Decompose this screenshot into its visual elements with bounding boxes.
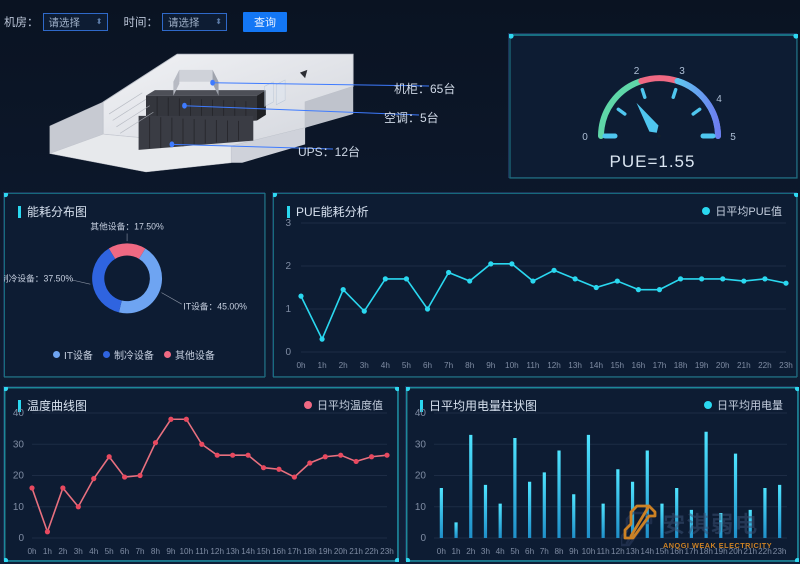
svg-text:12h: 12h bbox=[210, 547, 224, 556]
svg-text:0h: 0h bbox=[27, 547, 37, 556]
svg-text:17h: 17h bbox=[288, 547, 302, 556]
svg-text:制冷设备：37.50%: 制冷设备：37.50% bbox=[4, 272, 73, 283]
svg-text:15h: 15h bbox=[257, 547, 271, 556]
svg-text:12h: 12h bbox=[547, 361, 561, 370]
svg-text:5: 5 bbox=[730, 132, 736, 143]
svg-text:8h: 8h bbox=[151, 547, 161, 556]
svg-text:20h: 20h bbox=[716, 361, 730, 370]
svg-text:7h: 7h bbox=[444, 361, 454, 370]
svg-text:16h: 16h bbox=[632, 361, 646, 370]
svg-text:0: 0 bbox=[18, 533, 24, 544]
svg-text:安淇弱电: 安淇弱电 bbox=[663, 512, 759, 537]
svg-text:2: 2 bbox=[285, 261, 291, 272]
svg-text:22h: 22h bbox=[758, 361, 772, 370]
svg-text:16h: 16h bbox=[272, 547, 286, 556]
svg-text:4h: 4h bbox=[89, 547, 99, 556]
svg-text:5h: 5h bbox=[510, 547, 520, 556]
svg-text:30: 30 bbox=[415, 439, 427, 450]
svg-text:2h: 2h bbox=[58, 547, 68, 556]
svg-text:20h: 20h bbox=[334, 547, 348, 556]
svg-text:ANQGI WEAK ELECTRICITY: ANQGI WEAK ELECTRICITY bbox=[663, 541, 772, 550]
svg-text:19h: 19h bbox=[695, 361, 709, 370]
svg-text:1: 1 bbox=[285, 304, 291, 315]
svg-text:0h: 0h bbox=[437, 547, 447, 556]
svg-text:2: 2 bbox=[634, 66, 640, 77]
svg-text:40: 40 bbox=[415, 408, 427, 419]
svg-text:3: 3 bbox=[285, 218, 291, 229]
svg-text:13h: 13h bbox=[568, 361, 582, 370]
svg-text:1h: 1h bbox=[318, 361, 328, 370]
svg-text:4h: 4h bbox=[496, 547, 506, 556]
svg-text:3: 3 bbox=[679, 66, 685, 77]
svg-text:23h: 23h bbox=[380, 547, 394, 556]
svg-text:20: 20 bbox=[13, 471, 25, 482]
svg-text:0h: 0h bbox=[296, 361, 306, 370]
svg-text:5h: 5h bbox=[402, 361, 412, 370]
svg-text:11h: 11h bbox=[597, 547, 610, 556]
svg-text:23h: 23h bbox=[779, 361, 793, 370]
svg-text:7h: 7h bbox=[135, 547, 145, 556]
svg-text:13h: 13h bbox=[226, 547, 240, 556]
svg-text:4h: 4h bbox=[381, 361, 391, 370]
svg-text:2h: 2h bbox=[339, 361, 349, 370]
svg-text:10: 10 bbox=[415, 502, 427, 513]
svg-text:6h: 6h bbox=[525, 547, 535, 556]
svg-text:6h: 6h bbox=[120, 547, 130, 556]
svg-text:1h: 1h bbox=[452, 547, 462, 556]
svg-text:8h: 8h bbox=[465, 361, 475, 370]
svg-text:19h: 19h bbox=[318, 547, 332, 556]
svg-text:0: 0 bbox=[582, 132, 588, 143]
svg-text:9h: 9h bbox=[166, 547, 176, 556]
svg-text:8h: 8h bbox=[554, 547, 564, 556]
svg-text:9h: 9h bbox=[569, 547, 579, 556]
svg-text:9h: 9h bbox=[486, 361, 496, 370]
svg-text:5h: 5h bbox=[105, 547, 115, 556]
svg-text:0: 0 bbox=[285, 347, 291, 358]
svg-text:IT设备：45.00%: IT设备：45.00% bbox=[183, 301, 247, 312]
svg-text:22h: 22h bbox=[365, 547, 379, 556]
svg-text:21h: 21h bbox=[349, 547, 363, 556]
svg-text:18h: 18h bbox=[674, 361, 688, 370]
svg-text:18h: 18h bbox=[303, 547, 317, 556]
svg-text:6h: 6h bbox=[423, 361, 433, 370]
svg-text:3h: 3h bbox=[360, 361, 370, 370]
svg-text:14h: 14h bbox=[589, 361, 603, 370]
svg-text:3h: 3h bbox=[481, 547, 491, 556]
svg-text:1h: 1h bbox=[43, 547, 53, 556]
svg-text:0: 0 bbox=[420, 533, 426, 544]
svg-text:11h: 11h bbox=[195, 547, 208, 556]
svg-text:10h: 10h bbox=[180, 547, 194, 556]
svg-text:10: 10 bbox=[13, 502, 25, 513]
svg-text:21h: 21h bbox=[737, 361, 751, 370]
svg-text:10h: 10h bbox=[582, 547, 596, 556]
svg-text:3h: 3h bbox=[74, 547, 84, 556]
svg-text:11h: 11h bbox=[526, 361, 539, 370]
svg-text:7h: 7h bbox=[540, 547, 550, 556]
svg-text:2h: 2h bbox=[466, 547, 476, 556]
svg-text:其他设备：17.50%: 其他设备：17.50% bbox=[90, 221, 164, 232]
svg-text:40: 40 bbox=[13, 408, 25, 419]
svg-text:10h: 10h bbox=[505, 361, 519, 370]
svg-text:17h: 17h bbox=[653, 361, 667, 370]
svg-text:20: 20 bbox=[415, 471, 427, 482]
svg-text:15h: 15h bbox=[610, 361, 624, 370]
svg-text:30: 30 bbox=[13, 439, 25, 450]
svg-text:14h: 14h bbox=[241, 547, 255, 556]
svg-text:4: 4 bbox=[716, 94, 722, 105]
